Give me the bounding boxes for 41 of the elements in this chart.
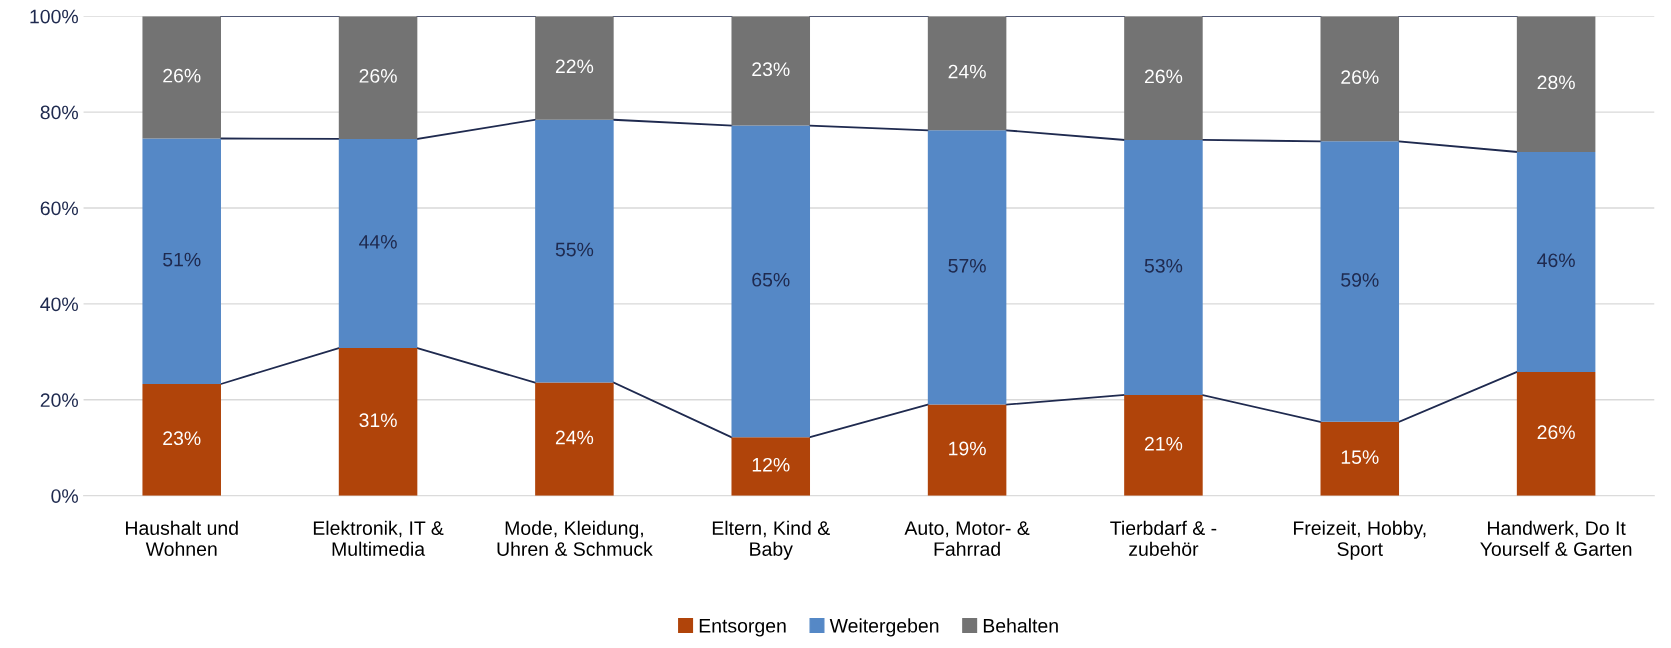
data-label: 46%: [1537, 253, 1575, 268]
y-tick-label: 80%: [40, 105, 78, 120]
legend-label: Entsorgen: [699, 619, 786, 637]
data-label: 24%: [555, 430, 594, 445]
data-label: 23%: [163, 431, 201, 446]
data-label: 21%: [1144, 436, 1183, 451]
x-tick-label: Freizeit, Hobby, Sport: [1294, 520, 1426, 560]
y-tick-label: 60%: [40, 201, 78, 216]
data-label: 53%: [1144, 258, 1183, 273]
x-tick-label: Haushalt und Wohnen: [126, 520, 238, 556]
data-label: 51%: [163, 252, 201, 267]
x-tick-label: Elektronik, IT & Multimedia: [313, 520, 444, 556]
data-label: 57%: [948, 259, 986, 273]
legend-label: Behalten: [983, 618, 1058, 633]
x-tick-label: Auto, Motor- & Fahrrad: [904, 521, 1030, 556]
y-tick-label: 20%: [40, 393, 78, 408]
data-label: 65%: [752, 272, 790, 287]
x-tick-label: Tierbdarf & - zubehör: [1110, 520, 1217, 556]
y-tick-label: 100%: [30, 9, 78, 24]
data-label: 31%: [359, 413, 397, 428]
data-label: 15%: [1341, 450, 1379, 465]
data-label: 26%: [1341, 70, 1379, 84]
y-tick-label: 40%: [40, 297, 78, 312]
y-tick-label: 0%: [51, 489, 78, 503]
data-label: 26%: [1537, 425, 1575, 440]
data-label: 44%: [359, 235, 397, 249]
data-label: 12%: [752, 457, 790, 472]
data-label: 28%: [1537, 75, 1575, 90]
data-label: 26%: [1144, 69, 1183, 84]
data-label: 22%: [555, 59, 594, 74]
x-tick-label: Eltern, Kind & Baby: [712, 520, 830, 560]
x-tick-label: Handwerk, Do It Yourself & Garten: [1480, 520, 1632, 556]
data-label: 24%: [948, 64, 986, 79]
data-label: 59%: [1341, 273, 1379, 287]
data-label: 19%: [949, 441, 986, 456]
data-label: 55%: [555, 242, 594, 257]
data-label: 26%: [163, 68, 201, 83]
legend-label: Weitergeben: [829, 618, 939, 637]
x-tick-label: Mode, Kleidung, Uhren & Schmuck: [497, 520, 653, 556]
data-label: 26%: [359, 69, 397, 83]
data-label: 23%: [752, 62, 790, 77]
